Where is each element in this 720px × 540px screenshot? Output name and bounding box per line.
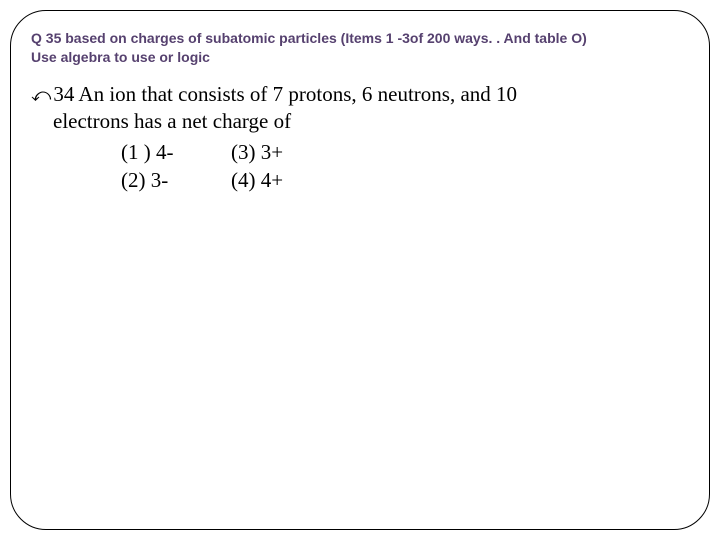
slide-frame: Q 35 based on charges of subatomic parti… <box>10 10 710 530</box>
question-number: 34 <box>53 82 74 106</box>
question-block: ⤺34 An ion that consists of 7 protons, 6… <box>31 81 689 195</box>
header-block: Q 35 based on charges of subatomic parti… <box>31 29 689 67</box>
options-row: (1 ) 4- (2) 3- (3) 3+ (4) 4+ <box>31 138 689 195</box>
option-1: (1 ) 4- <box>121 138 231 166</box>
options-col-right: (3) 3+ (4) 4+ <box>231 138 283 195</box>
option-4: (4) 4+ <box>231 166 283 194</box>
question-text-2: electrons has a net charge of <box>31 108 689 135</box>
options-col-left: (1 ) 4- (2) 3- <box>121 138 231 195</box>
question-line-1: ⤺34 An ion that consists of 7 protons, 6… <box>31 81 689 109</box>
question-text-1: An ion that consists of 7 protons, 6 neu… <box>74 82 517 106</box>
option-2: (2) 3- <box>121 166 231 194</box>
header-line-1: Q 35 based on charges of subatomic parti… <box>31 30 587 46</box>
header-line-2: Use algebra to use or logic <box>31 49 210 65</box>
option-3: (3) 3+ <box>231 138 283 166</box>
bullet-icon: ⤺ <box>31 84 51 109</box>
